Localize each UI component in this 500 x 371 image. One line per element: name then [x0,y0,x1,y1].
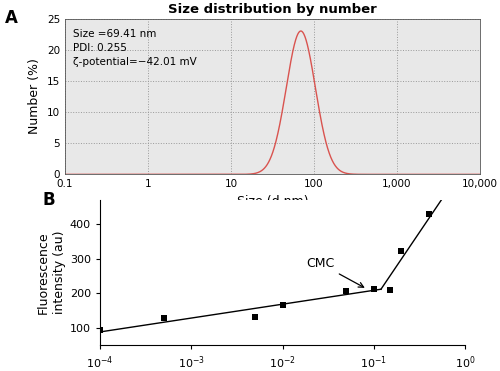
X-axis label: Size (d.nm): Size (d.nm) [237,195,308,208]
Text: Size =69.41 nm
PDI: 0.255
ζ-potential=−42.01 mV: Size =69.41 nm PDI: 0.255 ζ-potential=−4… [74,29,197,68]
Text: A: A [5,9,18,27]
Text: B: B [42,191,55,209]
Y-axis label: Number (%): Number (%) [28,59,42,134]
Y-axis label: Fluorescence
intensity (au): Fluorescence intensity (au) [36,231,66,315]
Text: CMC: CMC [306,257,364,287]
Title: Size distribution by number: Size distribution by number [168,3,377,16]
